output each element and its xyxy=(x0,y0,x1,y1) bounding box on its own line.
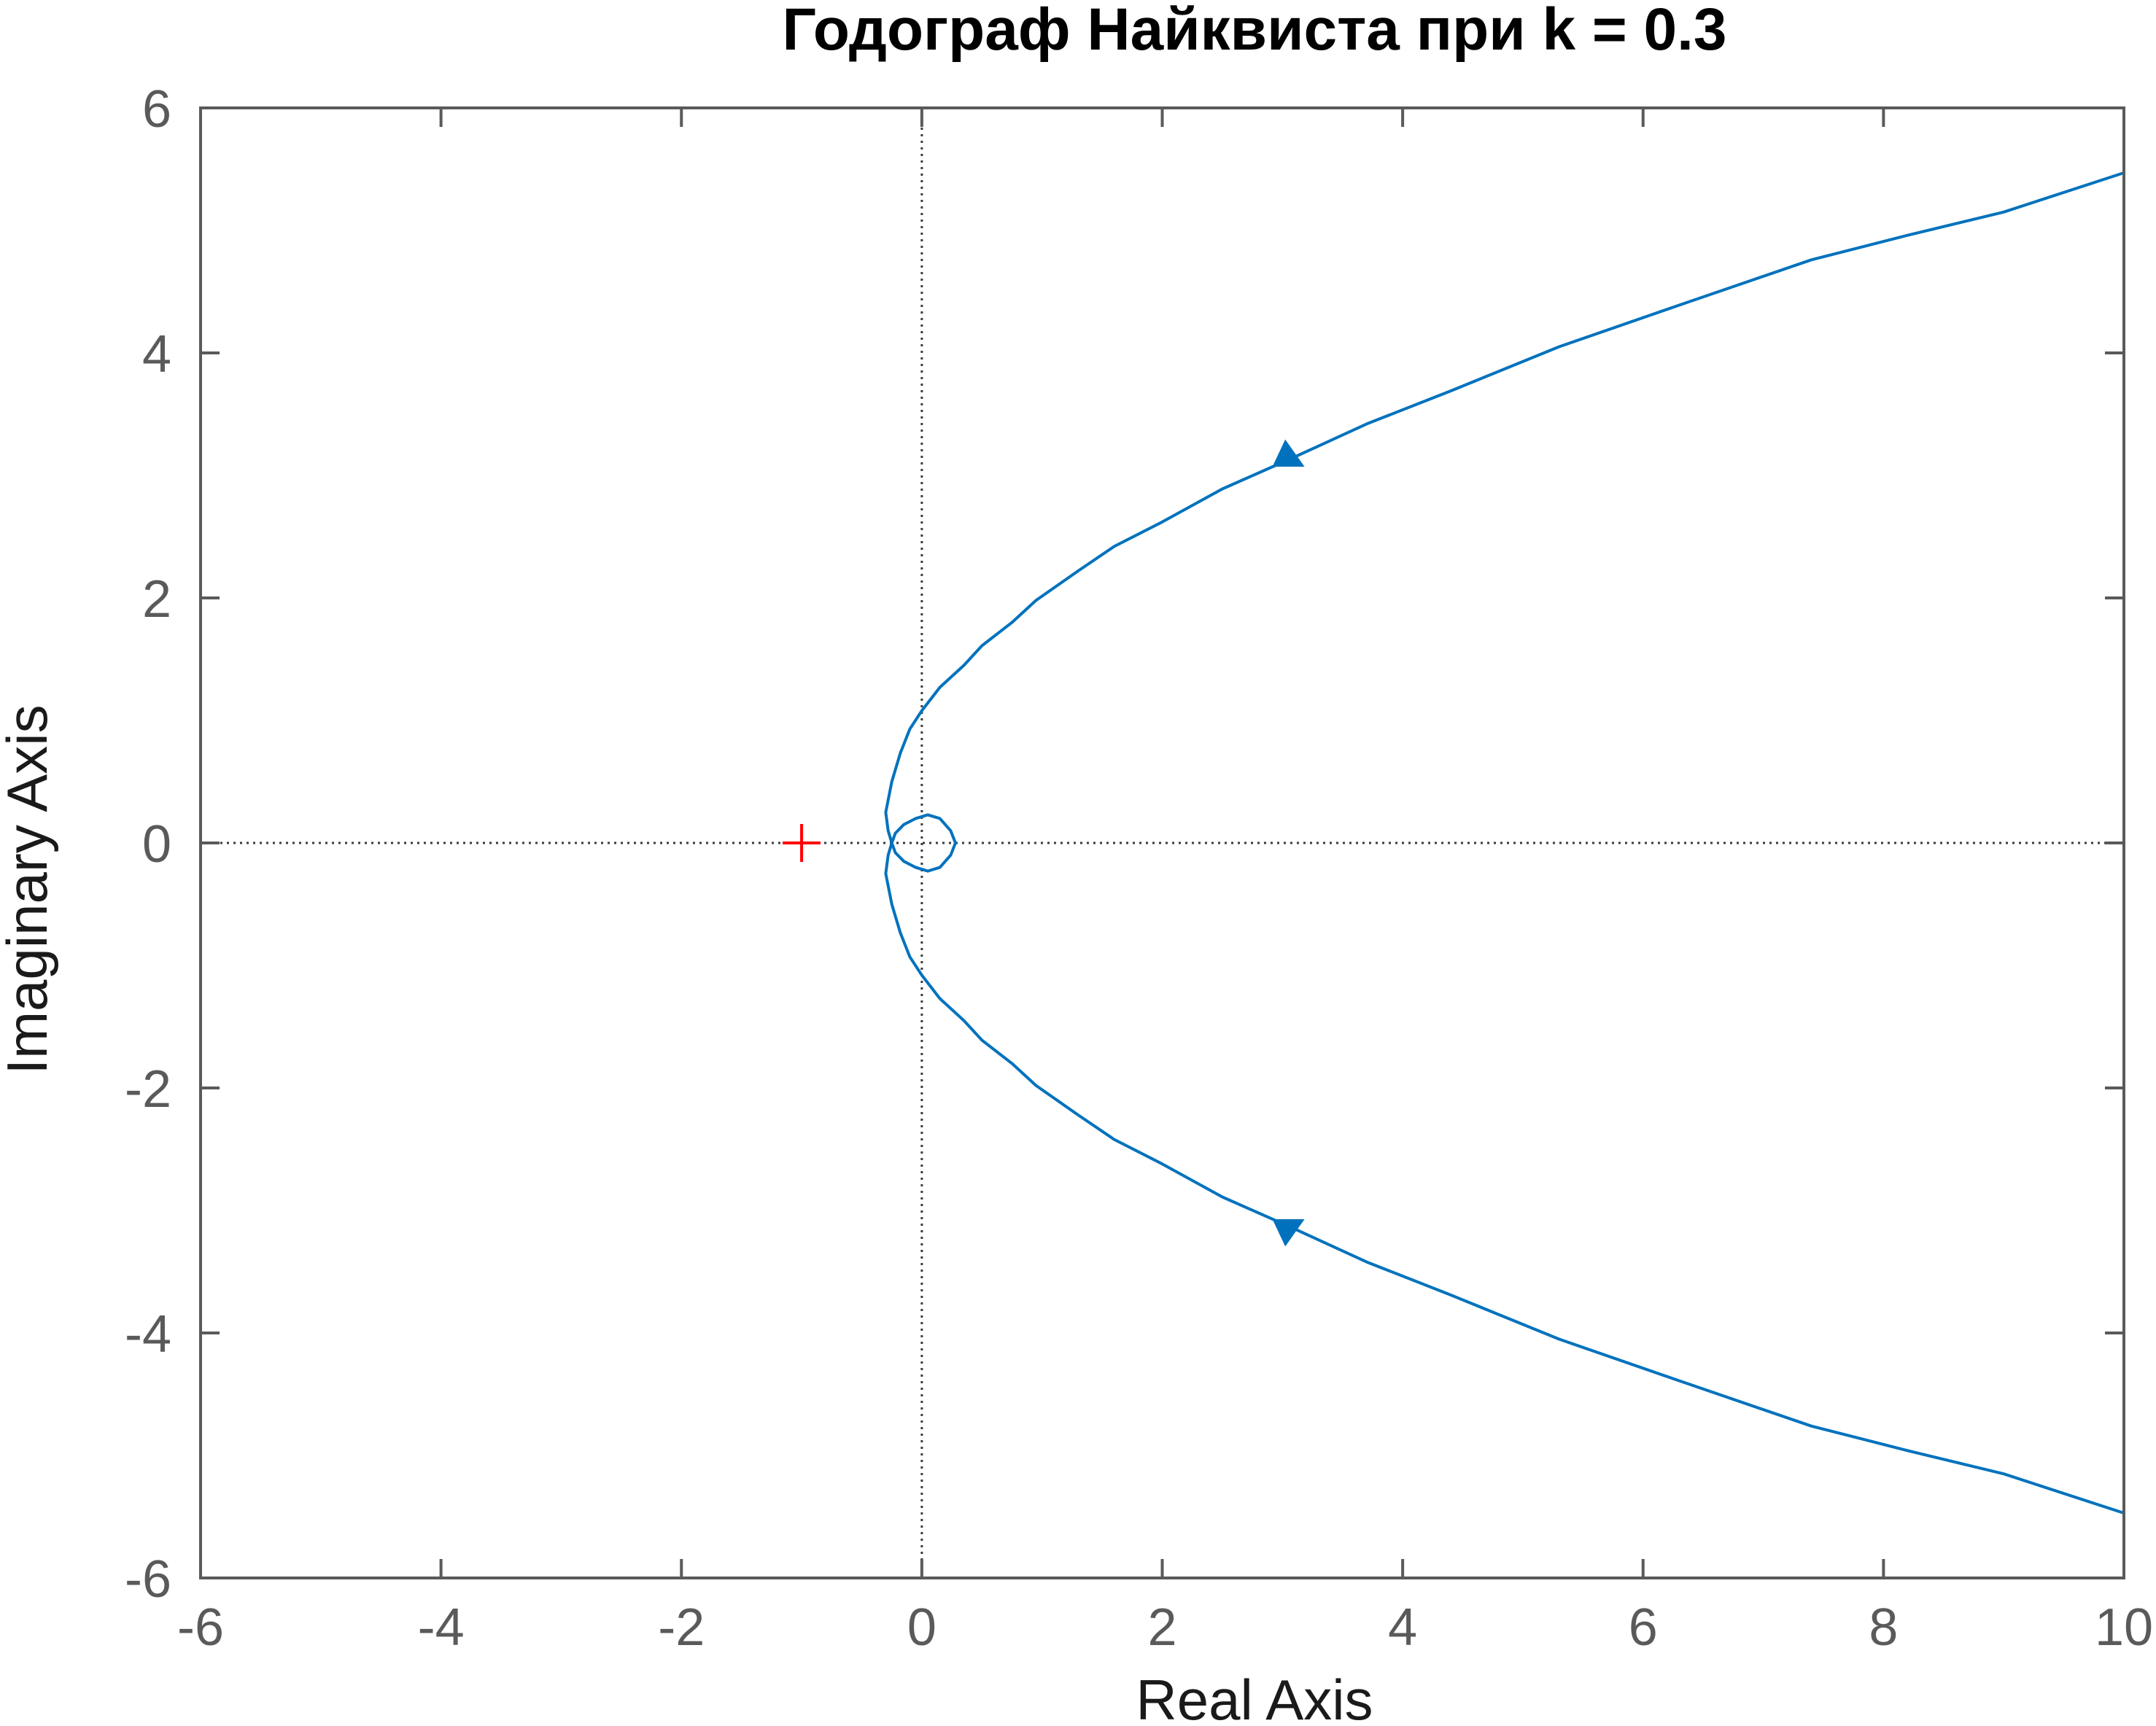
y-tick-label: -6 xyxy=(125,1550,171,1609)
x-tick-label: -4 xyxy=(418,1598,465,1657)
y-tick-label: 0 xyxy=(142,815,171,874)
x-tick-label: 2 xyxy=(1147,1598,1176,1657)
x-tick-label: -6 xyxy=(177,1598,224,1657)
plot-area: -6 -4 -2 0 2 4 6 8 10 -6 -4 -2 0 2 4 6 xyxy=(125,80,2153,1657)
x-tick-label: 0 xyxy=(907,1598,937,1657)
y-tick-label: 4 xyxy=(142,325,171,384)
y-tick-label: -4 xyxy=(125,1305,171,1364)
x-tick-label: 4 xyxy=(1388,1598,1417,1657)
y-tick-label: 2 xyxy=(142,570,171,629)
x-tick-label: 10 xyxy=(2095,1598,2153,1657)
y-tick-label: 6 xyxy=(142,80,171,139)
y-tick-label: -2 xyxy=(125,1060,171,1119)
x-tick-label: -2 xyxy=(658,1598,705,1657)
chart-title: Годограф Найквиста при k = 0.3 xyxy=(782,0,1726,63)
x-tick-label: 6 xyxy=(1629,1598,1658,1657)
direction-arrow-0 xyxy=(1272,439,1305,467)
x-tick-label: 8 xyxy=(1869,1598,1898,1657)
nyquist-curve-0 xyxy=(884,171,2125,1515)
y-axis-label: Imaginary Axis xyxy=(0,704,59,1074)
direction-arrow-1 xyxy=(1272,1219,1305,1247)
x-axis-label: Real Axis xyxy=(1136,1668,1373,1726)
